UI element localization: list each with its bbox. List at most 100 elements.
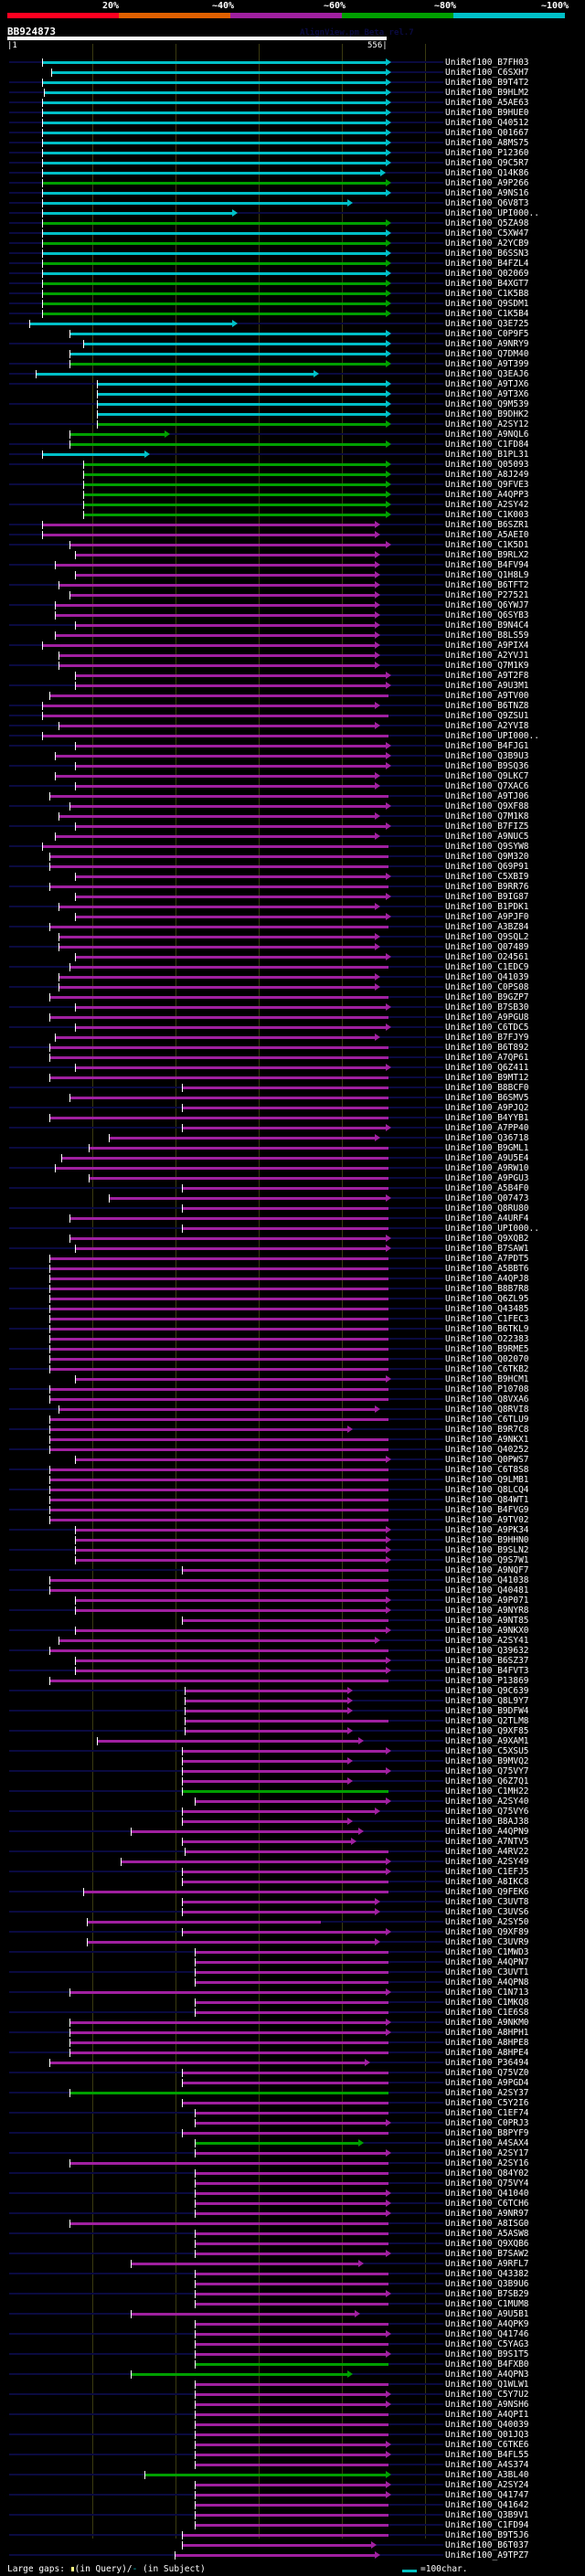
alignment-bar[interactable]	[195, 2413, 388, 2416]
alignment-row[interactable]: UniRef100_B9R7C8	[0, 1425, 585, 1435]
alignment-row[interactable]: UniRef100_Q3E725	[0, 319, 585, 329]
alignment-bar[interactable]	[181, 1127, 386, 1129]
alignment-row[interactable]: UniRef100_B7SB30	[0, 1002, 585, 1012]
subject-label[interactable]: UniRef100_C6TKB2	[445, 1364, 529, 1374]
subject-label[interactable]: UniRef100_B7FIZ5	[445, 822, 529, 832]
alignment-row[interactable]: UniRef100_Q75VY4	[0, 2178, 585, 2189]
subject-label[interactable]: UniRef100_B9S1T5	[445, 2349, 529, 2359]
subject-label[interactable]: UniRef100_A7QP61	[445, 1053, 529, 1063]
subject-label[interactable]: UniRef100_Q02070	[445, 1354, 529, 1364]
subject-label[interactable]: UniRef100_C0P9F5	[445, 329, 529, 339]
alignment-row[interactable]: UniRef100_Q9C639	[0, 1686, 585, 1696]
subject-label[interactable]: UniRef100_B4FXB0	[445, 2359, 529, 2369]
alignment-bar[interactable]	[42, 453, 144, 456]
subject-label[interactable]: UniRef100_A2SY16	[445, 2158, 529, 2168]
alignment-row[interactable]: UniRef100_A4QPN7	[0, 1957, 585, 1967]
alignment-bar[interactable]	[185, 1700, 348, 1702]
alignment-row[interactable]: UniRef100_C3UVT1	[0, 1967, 585, 1977]
alignment-bar[interactable]	[48, 1348, 388, 1351]
alignment-bar[interactable]	[75, 1670, 386, 1672]
alignment-bar[interactable]	[195, 2112, 388, 2115]
subject-label[interactable]: UniRef100_A9NYR8	[445, 1606, 529, 1616]
alignment-row[interactable]: UniRef100_A9NKX1	[0, 1435, 585, 1445]
subject-label[interactable]: UniRef100_A9NKX1	[445, 1435, 529, 1445]
alignment-row[interactable]: UniRef100_Q6YWJ7	[0, 600, 585, 610]
alignment-bar[interactable]	[195, 2303, 388, 2306]
alignment-bar[interactable]	[181, 1187, 388, 1190]
subject-label[interactable]: UniRef100_A8ISG0	[445, 2219, 529, 2229]
alignment-bar[interactable]	[48, 1579, 388, 1582]
subject-label[interactable]: UniRef100_A9TPZ7	[445, 2550, 529, 2560]
subject-label[interactable]: UniRef100_Q3B9U6	[445, 2279, 529, 2289]
subject-label[interactable]: UniRef100_Q7DM40	[445, 349, 529, 359]
subject-label[interactable]: UniRef100_B6TKL9	[445, 1324, 529, 1334]
alignment-row[interactable]: UniRef100_A4QPN3	[0, 2369, 585, 2380]
subject-label[interactable]: UniRef100_Q84WT1	[445, 1495, 529, 1505]
alignment-bar[interactable]	[69, 2092, 388, 2094]
alignment-bar[interactable]	[195, 2333, 386, 2336]
alignment-row[interactable]: UniRef100_A4QPP3	[0, 490, 585, 500]
subject-label[interactable]: UniRef100_B8PYF9	[445, 2128, 529, 2138]
subject-label[interactable]: UniRef100_Q5ZA98	[445, 218, 529, 228]
subject-label[interactable]: UniRef100_B4FJG1	[445, 741, 529, 751]
alignment-bar[interactable]	[181, 1107, 388, 1109]
alignment-row[interactable]: UniRef100_Q75VY7	[0, 1766, 585, 1776]
alignment-bar[interactable]	[88, 1147, 388, 1150]
alignment-row[interactable]: UniRef100_A9TV00	[0, 691, 585, 701]
alignment-bar[interactable]	[181, 1931, 386, 1934]
alignment-bar[interactable]	[69, 2222, 388, 2225]
subject-label[interactable]: UniRef100_C1FD84	[445, 440, 529, 450]
subject-label[interactable]: UniRef100_Q75VY4	[445, 2178, 529, 2189]
alignment-bar[interactable]	[54, 614, 376, 617]
alignment-bar[interactable]	[41, 152, 386, 154]
alignment-row[interactable]: UniRef100_A3BL40	[0, 2470, 585, 2480]
alignment-row[interactable]: UniRef100_Q01667	[0, 128, 585, 138]
alignment-row[interactable]: UniRef100_Q1H8L9	[0, 570, 585, 580]
alignment-bar[interactable]	[48, 1056, 388, 1059]
subject-label[interactable]: UniRef100_B9N4C4	[445, 620, 529, 631]
alignment-row[interactable]: UniRef100_B1PDK1	[0, 902, 585, 912]
alignment-row[interactable]: UniRef100_Q07473	[0, 1193, 585, 1203]
subject-label[interactable]: UniRef100_UPI000..	[445, 1224, 539, 1234]
subject-label[interactable]: UniRef100_A9U5E4	[445, 1153, 529, 1163]
subject-label[interactable]: UniRef100_A9PGD4	[445, 2078, 529, 2088]
subject-label[interactable]: UniRef100_A2SY17	[445, 2148, 529, 2158]
subject-label[interactable]: UniRef100_P12360	[445, 148, 529, 158]
subject-label[interactable]: UniRef100_A9NRY9	[445, 339, 529, 349]
alignment-bar[interactable]	[41, 845, 388, 848]
alignment-bar[interactable]	[41, 644, 376, 647]
subject-label[interactable]: UniRef100_C5Y2I6	[445, 2098, 529, 2108]
subject-label[interactable]: UniRef100_B4FVT3	[445, 1666, 529, 1676]
alignment-bar[interactable]	[195, 2232, 388, 2235]
alignment-bar[interactable]	[69, 443, 386, 446]
alignment-bar[interactable]	[75, 674, 386, 677]
subject-label[interactable]: UniRef100_Q8VXA6	[445, 1394, 529, 1405]
alignment-bar[interactable]	[69, 1217, 388, 1220]
alignment-row[interactable]: UniRef100_A4URF4	[0, 1214, 585, 1224]
subject-label[interactable]: UniRef100_Q41040	[445, 2189, 529, 2199]
subject-label[interactable]: UniRef100_A9NUC5	[445, 832, 529, 842]
subject-label[interactable]: UniRef100_A9TV02	[445, 1515, 529, 1525]
alignment-row[interactable]: UniRef100_A7PP40	[0, 1123, 585, 1133]
subject-label[interactable]: UniRef100_B9GZP7	[445, 992, 529, 1002]
alignment-row[interactable]: UniRef100_Q69P91	[0, 862, 585, 872]
alignment-row[interactable]: UniRef100_Q43382	[0, 2269, 585, 2279]
alignment-bar[interactable]	[69, 1097, 388, 1099]
alignment-bar[interactable]	[58, 986, 376, 989]
subject-label[interactable]: UniRef100_Q6YWJ7	[445, 600, 529, 610]
alignment-row[interactable]: UniRef100_Q75VZ0	[0, 2068, 585, 2078]
subject-label[interactable]: UniRef100_C6T8S8	[445, 1465, 529, 1475]
subject-label[interactable]: UniRef100_A5BBT6	[445, 1264, 529, 1274]
subject-label[interactable]: UniRef100_Q39632	[445, 1646, 529, 1656]
alignment-row[interactable]: UniRef100_O22383	[0, 1334, 585, 1344]
alignment-bar[interactable]	[181, 1901, 376, 1903]
alignment-bar[interactable]	[181, 1227, 388, 1230]
alignment-row[interactable]: UniRef100_A4QPN8	[0, 1977, 585, 1988]
alignment-row[interactable]: UniRef100_C5YAG3	[0, 2339, 585, 2349]
alignment-bar[interactable]	[41, 162, 386, 164]
alignment-row[interactable]: UniRef100_Q6SYB3	[0, 610, 585, 620]
alignment-row[interactable]: UniRef100_A4S374	[0, 2460, 585, 2470]
subject-label[interactable]: UniRef100_Q05093	[445, 460, 529, 470]
alignment-row[interactable]: UniRef100_B9RR76	[0, 882, 585, 892]
alignment-row[interactable]: UniRef100_Q02069	[0, 269, 585, 279]
